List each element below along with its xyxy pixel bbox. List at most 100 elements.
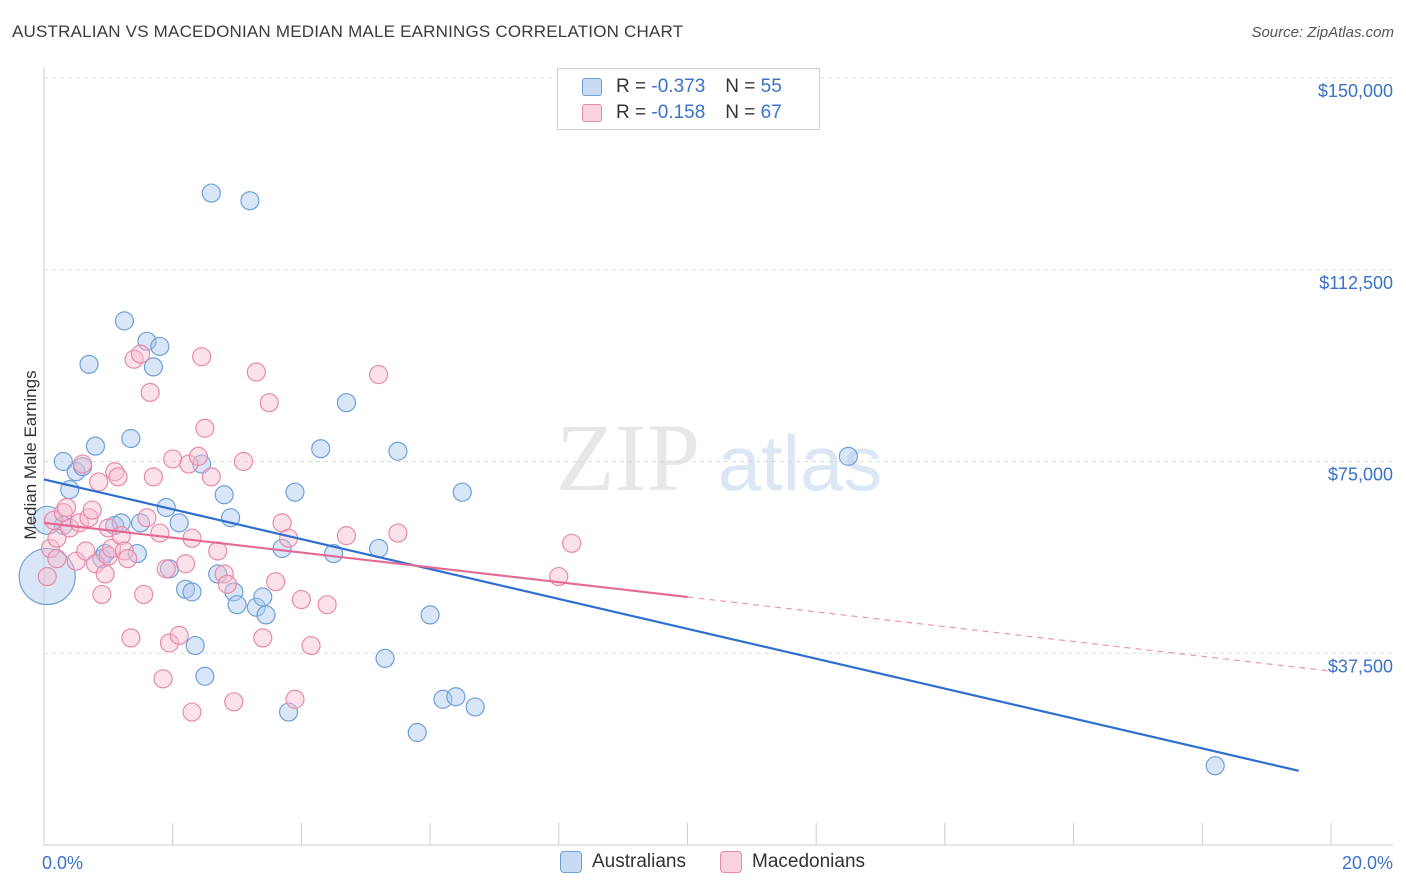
y-tick-label-1: $75,000 xyxy=(1328,465,1393,485)
macedonians-point-53 xyxy=(253,628,273,648)
australians-point-45 xyxy=(375,648,395,668)
macedonians-point-17 xyxy=(95,564,115,584)
chart-title: AUSTRALIAN VS MACEDONIAN MEDIAN MALE EAR… xyxy=(12,22,684,41)
macedonians-point-59 xyxy=(291,589,311,610)
australians-point-51 xyxy=(452,482,472,502)
macedonians-point-29 xyxy=(134,584,154,605)
australians-point-50 xyxy=(446,687,466,707)
australians-point-41 xyxy=(311,439,331,459)
macedonians-point-48 xyxy=(214,564,234,584)
australians-point-48 xyxy=(420,605,440,625)
australians-point-18 xyxy=(143,357,163,377)
macedonians-point-28 xyxy=(130,344,151,364)
macedonians-point-39 xyxy=(175,554,196,574)
macedonians-point-40 xyxy=(179,454,199,474)
macedonians-point-13 xyxy=(82,500,102,520)
macedonians-point-24 xyxy=(114,541,135,561)
australians-point-28 xyxy=(201,183,221,203)
australians-point-5 xyxy=(66,462,86,482)
macedonians-trend-extension xyxy=(687,596,1332,672)
macedonians-point-25 xyxy=(118,549,138,569)
legend-row-macedonians: R = -0.158 N = 67 xyxy=(582,100,782,126)
macedonians-point-62 xyxy=(336,526,357,546)
australians-point-32 xyxy=(224,582,244,602)
macedonians-point-37 xyxy=(163,449,183,469)
australians-point-47 xyxy=(407,722,427,743)
australians-legend-label: Australians xyxy=(592,851,686,872)
macedonians-point-38 xyxy=(169,625,189,645)
macedonians-trend-line xyxy=(43,521,688,599)
macedonians-legend-label: Macedonians xyxy=(752,851,866,872)
australians-legend-swatch xyxy=(560,851,582,873)
australians-point-24 xyxy=(182,582,202,602)
macedonians-point-1 xyxy=(40,538,61,559)
macedonians-point-33 xyxy=(150,523,170,543)
australians-point-7 xyxy=(79,354,99,374)
australians-point-52 xyxy=(465,697,485,717)
macedonians-point-61 xyxy=(317,595,337,615)
australians-point-36 xyxy=(253,587,273,607)
legend-r-label-aus: R = xyxy=(616,76,647,97)
australians-point-34 xyxy=(240,191,260,211)
australians-point-8 xyxy=(85,436,106,456)
macedonians-legend-swatch xyxy=(720,851,742,873)
legend-item-australians[interactable]: Australians xyxy=(560,851,686,873)
australians-point-37 xyxy=(256,605,276,625)
y-tick-labels: $37,500 $75,000 $112,500 $150,000 xyxy=(1318,81,1393,676)
macedonians-point-15 xyxy=(89,472,109,492)
australians-point-53 xyxy=(838,446,858,466)
y-axis-title: Median Male Earnings xyxy=(21,370,40,539)
watermark-zip: ZIP xyxy=(556,404,700,511)
australians-point-43 xyxy=(336,393,357,413)
australians-point-46 xyxy=(388,441,408,461)
macedonians-point-45 xyxy=(195,418,215,438)
trend-lines xyxy=(43,478,1332,772)
macedonians-point-0 xyxy=(37,566,57,587)
gridlines xyxy=(44,77,1393,654)
australians-point-29 xyxy=(208,564,228,584)
australians-point-0 xyxy=(18,547,76,606)
x-tick-label-1: 20.0% xyxy=(1342,853,1393,873)
legend-n-value-aus: 55 xyxy=(760,76,782,97)
legend-r-value-aus: -0.373 xyxy=(651,76,706,97)
zipatlas-watermark: ZIP atlas xyxy=(556,404,882,511)
macedonians-point-16 xyxy=(92,584,112,605)
macedonians-point-44 xyxy=(192,347,212,367)
australians-point-19 xyxy=(150,336,170,357)
y-tick-label-0: $37,500 xyxy=(1328,656,1393,676)
australians-swatch xyxy=(582,78,602,96)
macedonians-point-22 xyxy=(108,467,128,487)
macedonians-point-49 xyxy=(217,574,237,594)
australians-point-42 xyxy=(323,543,344,564)
y-tick-label-3: $150,000 xyxy=(1318,81,1393,101)
macedonians-point-4 xyxy=(47,528,67,548)
macedonians-point-30 xyxy=(137,508,157,528)
macedonians-point-54 xyxy=(259,393,279,413)
australians-point-30 xyxy=(214,485,234,505)
chart-source: Source: ZipAtlas.com xyxy=(1251,24,1394,41)
macedonians-point-31 xyxy=(140,382,160,403)
legend-n-label-aus: N = xyxy=(725,76,756,97)
australians-point-10 xyxy=(95,543,115,564)
legend-r-label-mac: R = xyxy=(616,102,647,123)
macedonians-point-46 xyxy=(201,467,221,487)
macedonians-point-3 xyxy=(47,549,67,569)
legend-item-macedonians[interactable]: Macedonians xyxy=(720,851,865,873)
legend-r-value-mac: -0.158 xyxy=(651,102,706,123)
stats-legend: R = -0.373 N = 55 R = -0.158 N = 67 xyxy=(557,68,820,130)
australians-point-13 xyxy=(114,311,135,331)
australians-point-33 xyxy=(227,595,247,615)
macedonians-point-58 xyxy=(285,689,305,709)
australians-point-27 xyxy=(195,666,215,686)
macedonians-point-36 xyxy=(159,633,180,653)
australians-point-16 xyxy=(130,513,151,533)
australians-point-25 xyxy=(185,635,205,656)
macedonians-point-6 xyxy=(56,497,77,518)
australians-trend-line xyxy=(43,478,1300,772)
macedonians-point-12 xyxy=(79,508,99,528)
australians-point-54 xyxy=(1205,756,1225,776)
x-tick-label-0: 0.0% xyxy=(42,853,83,873)
y-tick-label-2: $112,500 xyxy=(1319,273,1393,293)
macedonians-point-32 xyxy=(143,467,163,487)
series-legend: Australians Macedonians xyxy=(560,851,899,873)
